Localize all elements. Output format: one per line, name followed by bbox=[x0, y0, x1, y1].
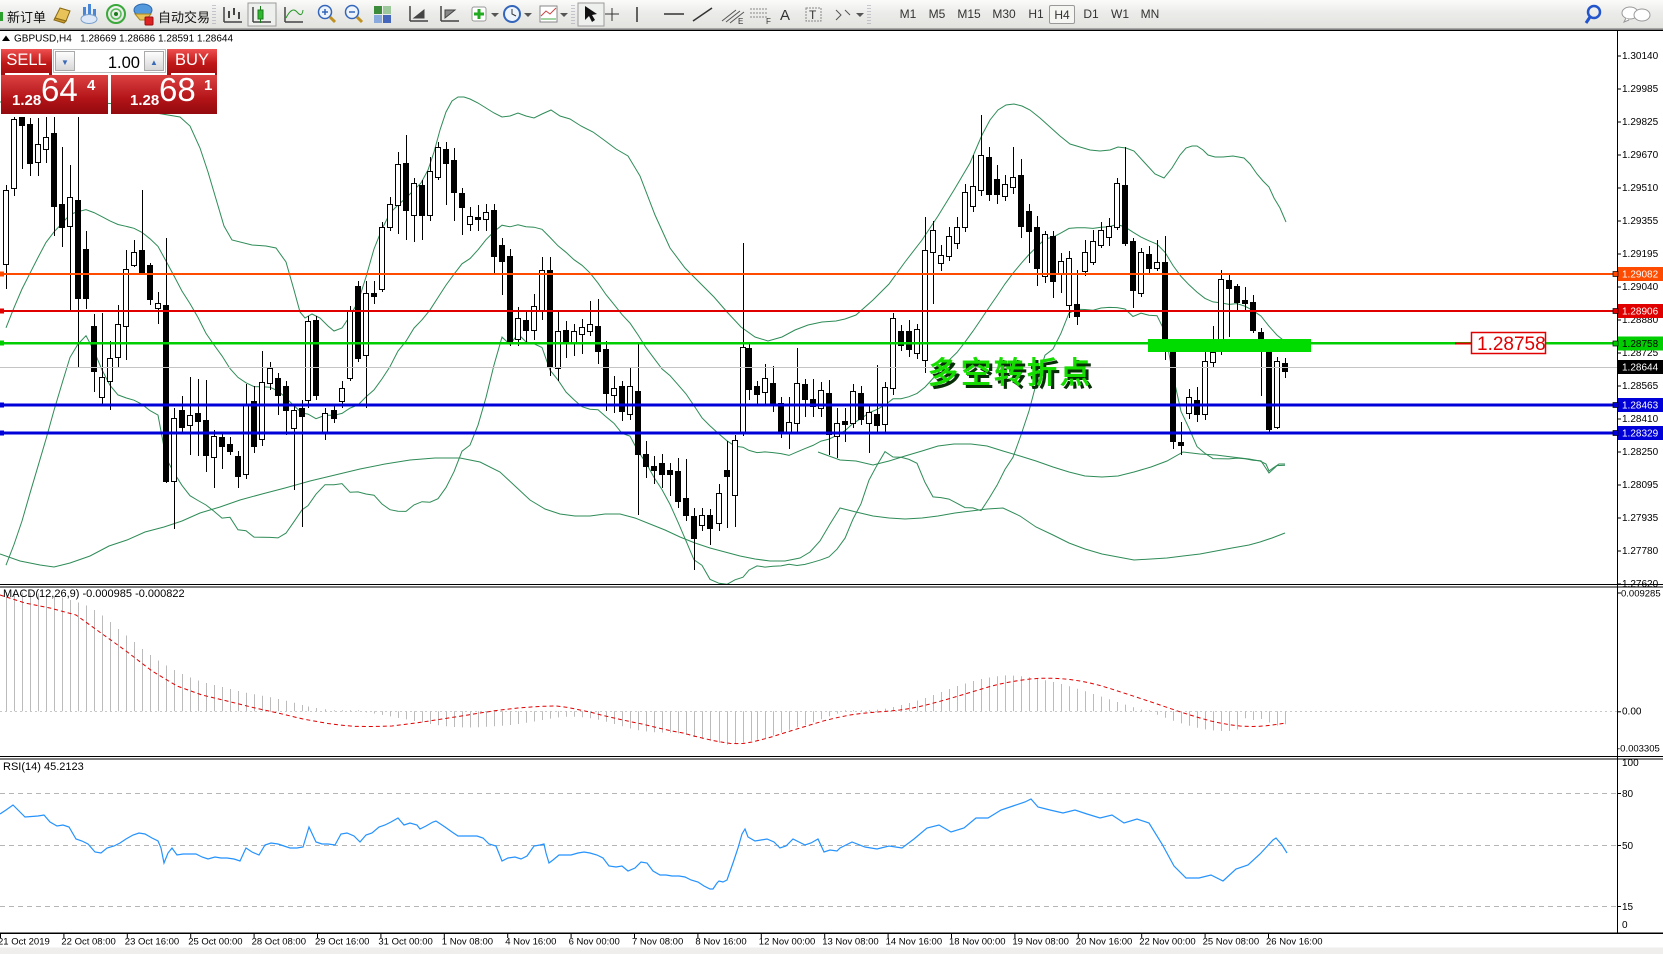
svg-text:多空转折点: 多空转折点 bbox=[928, 357, 1093, 390]
svg-text:4 Nov 16:00: 4 Nov 16:00 bbox=[505, 937, 556, 948]
svg-text:13 Nov 08:00: 13 Nov 08:00 bbox=[822, 937, 879, 948]
svg-text:12 Nov 00:00: 12 Nov 00:00 bbox=[759, 937, 816, 948]
svg-text:1.28250: 1.28250 bbox=[1622, 447, 1659, 458]
svg-text:1.29355: 1.29355 bbox=[1622, 216, 1659, 227]
svg-text:29 Oct 16:00: 29 Oct 16:00 bbox=[315, 937, 369, 948]
svg-text:18 Nov 00:00: 18 Nov 00:00 bbox=[949, 937, 1006, 948]
svg-text:50: 50 bbox=[1622, 841, 1634, 852]
svg-text:1.27935: 1.27935 bbox=[1622, 513, 1659, 524]
svg-text:1.28758: 1.28758 bbox=[1622, 339, 1659, 350]
svg-text:MACD(12,26,9) -0.000985 -0.000: MACD(12,26,9) -0.000985 -0.000822 bbox=[3, 588, 185, 600]
svg-text:20 Nov 16:00: 20 Nov 16:00 bbox=[1076, 937, 1133, 948]
svg-text:21 Oct 2019: 21 Oct 2019 bbox=[0, 937, 50, 948]
svg-text:28 Oct 08:00: 28 Oct 08:00 bbox=[252, 937, 306, 948]
svg-text:GBPUSD,H4 1.28669 1.28686 1.: GBPUSD,H4 1.28669 1.28686 1.28591 1.2864… bbox=[14, 34, 233, 45]
svg-text:1.29040: 1.29040 bbox=[1622, 282, 1659, 293]
svg-text:26 Nov 16:00: 26 Nov 16:00 bbox=[1266, 937, 1323, 948]
svg-text:1.29082: 1.29082 bbox=[1622, 270, 1659, 281]
svg-text:1.28644: 1.28644 bbox=[1622, 363, 1659, 374]
svg-text:7 Nov 08:00: 7 Nov 08:00 bbox=[632, 937, 683, 948]
svg-text:6 Nov 00:00: 6 Nov 00:00 bbox=[569, 937, 620, 948]
svg-text:E: E bbox=[738, 17, 743, 26]
svg-text:1 Nov 08:00: 1 Nov 08:00 bbox=[442, 937, 493, 948]
svg-text:15: 15 bbox=[1622, 902, 1634, 913]
svg-text:1.28095: 1.28095 bbox=[1622, 480, 1659, 491]
svg-text:A: A bbox=[780, 7, 790, 24]
svg-text:1.28880: 1.28880 bbox=[1622, 315, 1659, 326]
svg-text:1.28758: 1.28758 bbox=[1477, 334, 1546, 355]
svg-text:1.28725: 1.28725 bbox=[1622, 348, 1659, 359]
svg-text:1.28410: 1.28410 bbox=[1622, 414, 1659, 425]
svg-text:8 Nov 16:00: 8 Nov 16:00 bbox=[695, 937, 746, 948]
svg-text:80: 80 bbox=[1622, 789, 1634, 800]
svg-text:31 Oct 00:00: 31 Oct 00:00 bbox=[378, 937, 432, 948]
svg-text:0.009285: 0.009285 bbox=[1621, 589, 1661, 600]
svg-text:0: 0 bbox=[1622, 920, 1628, 931]
svg-text:1.29195: 1.29195 bbox=[1622, 249, 1659, 260]
svg-text:1.29670: 1.29670 bbox=[1622, 150, 1659, 161]
svg-text:1.28463: 1.28463 bbox=[1622, 401, 1659, 412]
svg-text:22 Nov 00:00: 22 Nov 00:00 bbox=[1139, 937, 1196, 948]
svg-text:1.28565: 1.28565 bbox=[1622, 381, 1659, 392]
svg-text:1.29985: 1.29985 bbox=[1622, 84, 1659, 95]
svg-text:19 Nov 08:00: 19 Nov 08:00 bbox=[1012, 937, 1069, 948]
svg-text:1.29510: 1.29510 bbox=[1622, 183, 1659, 194]
svg-text:1.29825: 1.29825 bbox=[1622, 117, 1659, 128]
svg-text:1.30140: 1.30140 bbox=[1622, 51, 1659, 62]
svg-text:T: T bbox=[809, 8, 817, 22]
svg-text:-0.003305: -0.003305 bbox=[1617, 744, 1660, 755]
svg-text:25 Oct 00:00: 25 Oct 00:00 bbox=[188, 937, 242, 948]
svg-text:22 Oct 08:00: 22 Oct 08:00 bbox=[61, 937, 115, 948]
svg-text:14 Nov 16:00: 14 Nov 16:00 bbox=[886, 937, 943, 948]
svg-text:多空转折点: 多空转折点 bbox=[931, 360, 1096, 393]
svg-text:25 Nov 08:00: 25 Nov 08:00 bbox=[1203, 937, 1260, 948]
svg-text:1.27780: 1.27780 bbox=[1622, 546, 1659, 557]
svg-text:1.28329: 1.28329 bbox=[1622, 429, 1659, 440]
svg-text:100: 100 bbox=[1622, 758, 1639, 769]
svg-text:F: F bbox=[766, 17, 771, 26]
svg-text:0.00: 0.00 bbox=[1622, 707, 1642, 718]
svg-text:RSI(14) 45.2123: RSI(14) 45.2123 bbox=[3, 761, 84, 773]
svg-text:1.28906: 1.28906 bbox=[1622, 307, 1659, 318]
svg-text:23 Oct 16:00: 23 Oct 16:00 bbox=[125, 937, 179, 948]
